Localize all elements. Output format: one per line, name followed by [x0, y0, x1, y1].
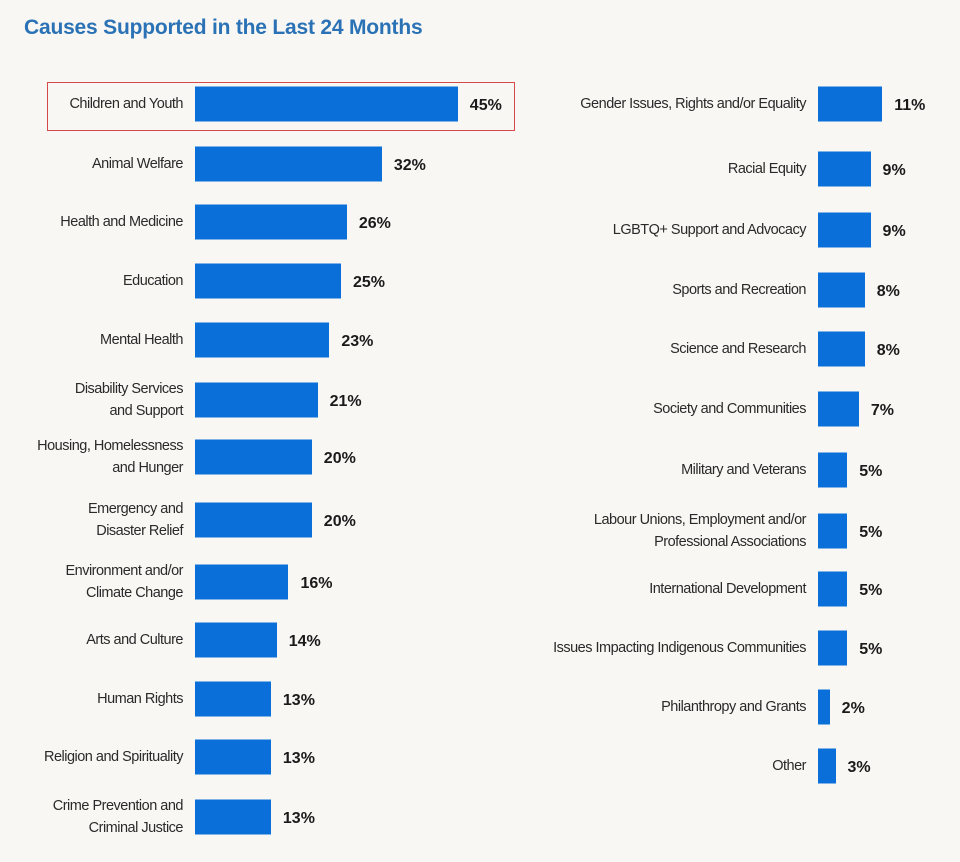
category-label: Education [123, 273, 184, 289]
bar [818, 748, 836, 784]
category-label: Issues Impacting Indigenous Communities [553, 640, 806, 656]
value-label: 32% [393, 157, 426, 174]
value-label: 45% [469, 97, 502, 114]
category-label: Housing, Homelessness and Hunger [37, 438, 183, 476]
category-label: Mental Health [100, 332, 183, 348]
value-label: 5% [859, 463, 883, 480]
value-label: 9% [882, 162, 906, 179]
value-label: 13% [282, 692, 315, 709]
bar [818, 212, 871, 248]
category-label: Disability Services and Support [74, 381, 184, 419]
bar [818, 86, 883, 122]
bar [818, 391, 859, 427]
highlight-box [47, 82, 515, 131]
bar [818, 689, 830, 725]
category-label: Animal Welfare [91, 156, 184, 172]
value-label: 26% [358, 215, 391, 232]
bar [195, 382, 318, 418]
bar [195, 204, 347, 240]
bar [195, 502, 312, 538]
category-label: Health and Medicine [60, 214, 183, 230]
value-label: 7% [870, 402, 894, 419]
category-label: Racial Equity [727, 161, 807, 177]
category-label: Labour Unions, Employment and/or Profess… [593, 512, 807, 550]
bar [818, 331, 865, 367]
bar [195, 86, 458, 122]
value-label: 11% [894, 97, 926, 114]
category-label: Crime Prevention and Criminal Justice [52, 798, 184, 836]
category-label: Gender Issues, Rights and/or Equality [580, 96, 806, 112]
bar [818, 272, 865, 308]
bar [818, 630, 848, 666]
category-label: Society and Communities [653, 401, 806, 417]
category-label: Environment and/or Climate Change [65, 563, 183, 601]
value-label: 23% [341, 333, 374, 350]
value-label: 13% [282, 750, 315, 767]
category-label: Philanthropy and Grants [661, 699, 806, 715]
category-label: Military and Veterans [681, 462, 806, 478]
value-label: 13% [282, 810, 315, 827]
value-label: 20% [323, 450, 356, 467]
category-label: Religion and Spirituality [43, 749, 184, 765]
category-label: Arts and Culture [86, 632, 183, 648]
bar [195, 799, 271, 835]
bar [818, 513, 848, 549]
bar [818, 151, 871, 187]
category-label: Human Rights [97, 691, 183, 707]
value-label: 21% [329, 393, 362, 410]
bar [195, 564, 289, 600]
value-label: 8% [876, 283, 900, 300]
bar [195, 739, 271, 775]
value-label: 5% [859, 524, 883, 541]
value-label: 8% [876, 342, 900, 359]
value-label: 14% [288, 633, 321, 650]
bar [818, 452, 848, 488]
bar [195, 322, 330, 358]
bar [195, 439, 312, 475]
category-label: LGBTQ+ Support and Advocacy [612, 222, 807, 238]
category-label: Children and Youth [69, 96, 183, 112]
category-label: Emergency and Disaster Relief [87, 501, 184, 539]
value-label: 16% [300, 575, 333, 592]
category-label: Science and Research [670, 341, 806, 357]
category-label: Sports and Recreation [672, 282, 806, 298]
bar [818, 571, 848, 607]
bar [195, 146, 382, 182]
bar [195, 263, 341, 299]
bar [195, 681, 271, 717]
value-label: 9% [882, 223, 906, 240]
value-label: 25% [353, 274, 386, 291]
category-label: International Development [649, 581, 806, 597]
value-label: 20% [323, 513, 356, 530]
value-label: 2% [841, 700, 865, 717]
category-label: Other [772, 758, 806, 774]
bar [195, 622, 277, 658]
value-label: 3% [847, 759, 871, 776]
chart-title: Causes Supported in the Last 24 Months [24, 16, 423, 39]
value-label: 5% [859, 582, 883, 599]
value-label: 5% [859, 641, 883, 658]
